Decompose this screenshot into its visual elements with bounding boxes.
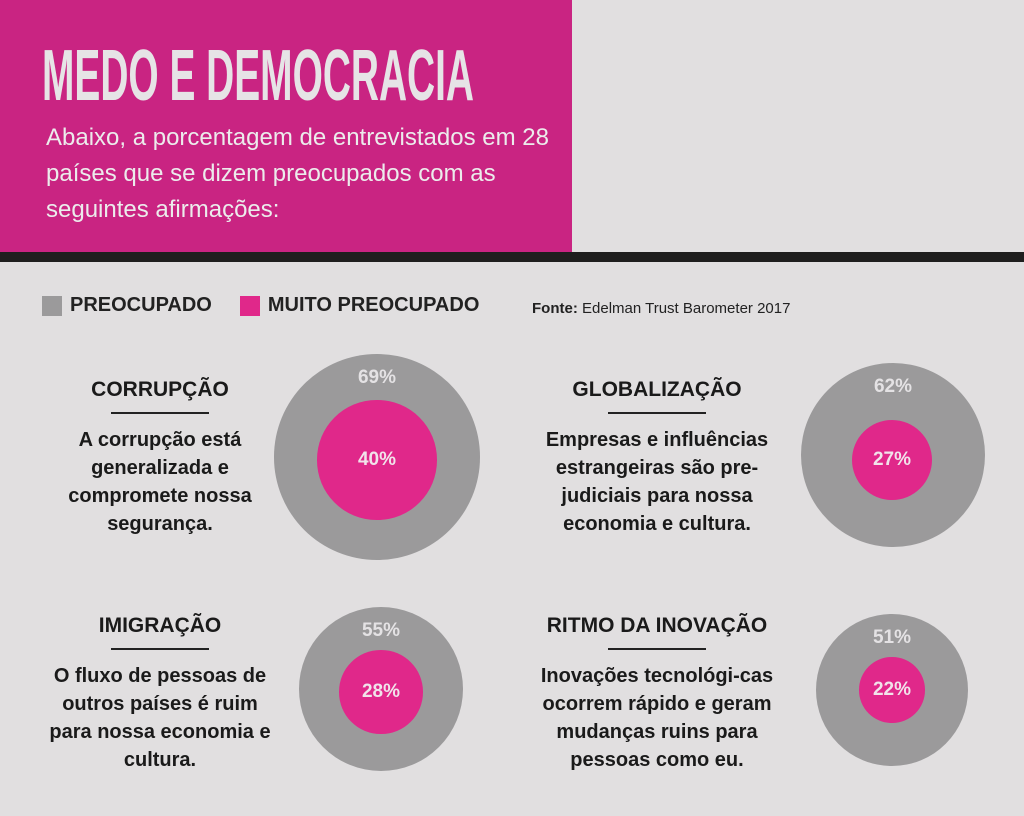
divider — [0, 252, 1024, 262]
item-text-block: CORRUPÇÃO A corrupção está generalizada e… — [40, 378, 280, 538]
item-title: GLOBALIZAÇÃO — [572, 378, 742, 401]
source-label: Fonte: — [532, 300, 578, 317]
header-banner: MEDO E DEMOCRACIA Abaixo, a porcentagem … — [0, 0, 572, 252]
circle-muito-preocupado — [339, 650, 423, 734]
legend-label-muito: MUITO PREOCUPADO — [267, 294, 480, 316]
label-preocupado: 55% — [361, 620, 401, 642]
item-title: IMIGRAÇÃO — [98, 614, 222, 637]
source-note: Fonte: Edelman Trust Barometer 2017 — [532, 300, 790, 317]
legend: PREOCUPADO MUITO PREOCUPADO — [42, 294, 479, 317]
legend-swatch-muito — [239, 295, 260, 316]
label-preocupado: 62% — [873, 375, 913, 397]
item-text-block: RITMO DA INOVAÇÃO Inovações tecnológi-cas… — [537, 614, 777, 774]
label-preocupado: 69% — [357, 367, 397, 389]
item-text-block: GLOBALIZAÇÃO Empresas e influências estra… — [537, 378, 777, 538]
label-muito-preocupado: 27% — [872, 449, 912, 470]
legend-swatch-preocupado — [42, 295, 62, 316]
item-title: RITMO DA INOVAÇÃO — [546, 614, 768, 637]
source-text: Edelman Trust Barometer 2017 — [582, 300, 791, 317]
item-rule — [111, 412, 209, 414]
page-title: MEDO E DEMOCRACIA — [42, 36, 475, 116]
item-rule — [111, 648, 209, 650]
item-description: Inovações tecnológi-cas ocorrem rápido e… — [540, 665, 774, 771]
item-title: CORRUPÇÃO — [91, 378, 229, 401]
item-text-block: IMIGRAÇÃO O fluxo de pessoas de outros pa… — [40, 614, 280, 774]
item-description: A corrupção está generalizada e comprome… — [68, 429, 252, 535]
label-muito-preocupado: 40% — [357, 449, 397, 470]
page-subtitle: Abaixo, a porcentagem de entrevistados e… — [46, 124, 549, 223]
label-muito-preocupado: 28% — [361, 681, 401, 702]
item-description: O fluxo de pessoas de outros países é ru… — [49, 665, 271, 771]
legend-label-preocupado: PREOCUPADO — [70, 294, 212, 316]
circle-muito-preocupado — [859, 657, 925, 723]
item-description: Empresas e influências estrangeiras são … — [545, 429, 769, 535]
item-rule — [608, 412, 706, 414]
circle-muito-preocupado — [851, 419, 933, 501]
label-muito-preocupado: 22% — [872, 679, 912, 700]
item-rule — [608, 648, 706, 650]
circle-muito-preocupado — [317, 400, 437, 520]
label-preocupado: 51% — [872, 627, 912, 648]
